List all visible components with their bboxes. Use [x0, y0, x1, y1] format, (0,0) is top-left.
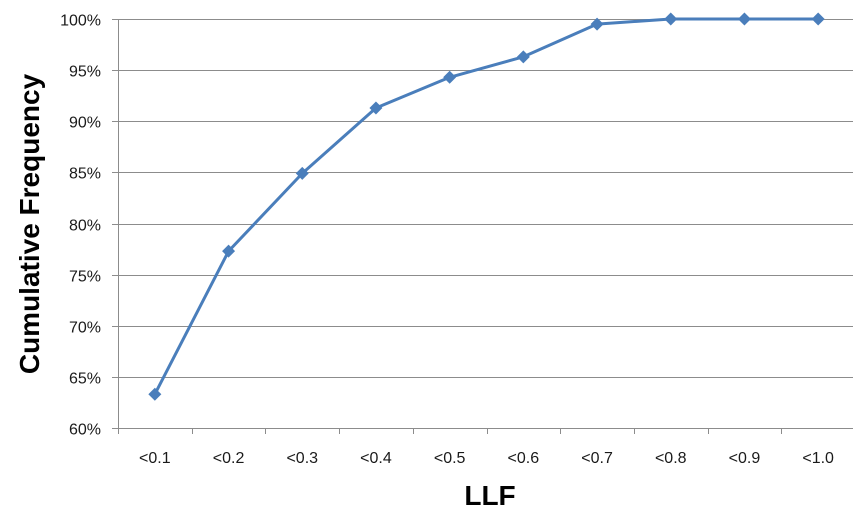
y-tick-label: 90% [69, 115, 101, 132]
x-tick-label: <0.5 [434, 450, 466, 467]
series-line-layer [153, 17, 820, 396]
data-point-marker [369, 101, 383, 115]
data-point-marker [516, 50, 530, 64]
series-markers [148, 12, 825, 401]
x-tick-label: <0.1 [139, 450, 171, 467]
x-tick-label: <1.0 [802, 450, 834, 467]
x-tick-label: <0.6 [508, 450, 540, 467]
data-point-marker [295, 166, 309, 180]
data-point-marker [222, 244, 236, 258]
data-point-marker [737, 12, 751, 26]
y-tick-label: 85% [69, 166, 101, 183]
x-axis-title: LLF [464, 480, 515, 510]
x-tick-label: <0.3 [286, 450, 318, 467]
series-line [153, 17, 820, 396]
gridlines [118, 19, 853, 378]
data-point-marker [590, 17, 604, 31]
y-tick-label: 75% [69, 269, 101, 286]
y-axis-title: Cumulative Frequency [14, 73, 45, 374]
x-tick-label: <0.2 [213, 450, 245, 467]
data-point-marker [811, 12, 825, 26]
y-tick-label: 80% [69, 218, 101, 235]
y-tick-label: 65% [69, 371, 101, 388]
x-tick-labels: <0.1 <0.2 <0.3 <0.4 <0.5 <0.6 <0.7 <0.8 <0.9 <1.0 [139, 450, 834, 467]
x-tick-label: <0.7 [581, 450, 613, 467]
x-tick-label: <0.8 [655, 450, 687, 467]
y-tick-label: 100% [60, 13, 101, 30]
y-tick-label: 95% [69, 64, 101, 81]
data-point-marker [148, 387, 162, 401]
x-tick-label: <0.9 [729, 450, 761, 467]
y-tick-labels: 60% 65% 70% 75% 80% 85% 90% 95% 100% [60, 13, 101, 439]
y-tick-label: 60% [69, 422, 101, 439]
x-tick-label: <0.4 [360, 450, 392, 467]
axes [112, 19, 853, 434]
data-point-marker [443, 70, 457, 84]
y-tick-label: 70% [69, 320, 101, 337]
data-point-marker [664, 12, 678, 26]
